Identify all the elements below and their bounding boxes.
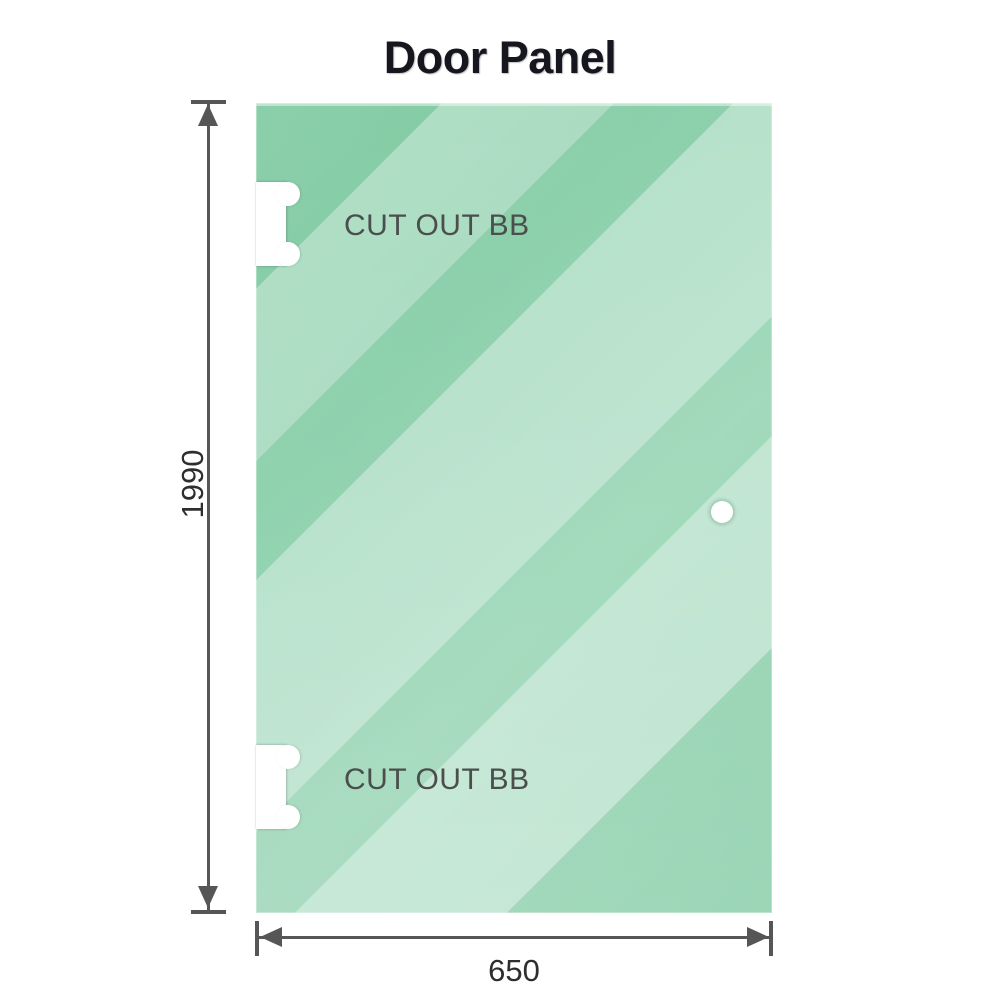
height-dimension-line [207, 101, 210, 913]
height-dimension-label: 1990 [175, 449, 210, 519]
cutout-lobe-bottom [276, 805, 300, 829]
width-dimension-cap-right [769, 921, 773, 956]
width-dimension-cap-left [255, 921, 259, 956]
cutout-label-top: CUT OUT BB [344, 209, 530, 242]
cutout-lobe-top [276, 182, 300, 206]
glass-door-panel [256, 103, 772, 913]
glass-top-edge-highlight [256, 103, 772, 106]
handle-hole [711, 501, 733, 523]
arrow-down-icon [198, 886, 218, 908]
arrow-right-icon [747, 927, 769, 947]
width-dimension-line [256, 936, 772, 939]
height-dimension-cap-top [191, 100, 226, 104]
cutout-lobe-bottom [276, 242, 300, 266]
cutout-lobe-top [276, 745, 300, 769]
arrow-up-icon [198, 104, 218, 126]
cutout-label-bottom: CUT OUT BB [344, 763, 530, 796]
width-dimension-label: 650 [488, 953, 540, 988]
height-dimension-cap-bottom [191, 910, 226, 914]
arrow-left-icon [260, 927, 282, 947]
hinge-cutout-bottom [256, 745, 300, 829]
hinge-cutout-top [256, 182, 300, 266]
page-title: Door Panel [383, 32, 617, 83]
